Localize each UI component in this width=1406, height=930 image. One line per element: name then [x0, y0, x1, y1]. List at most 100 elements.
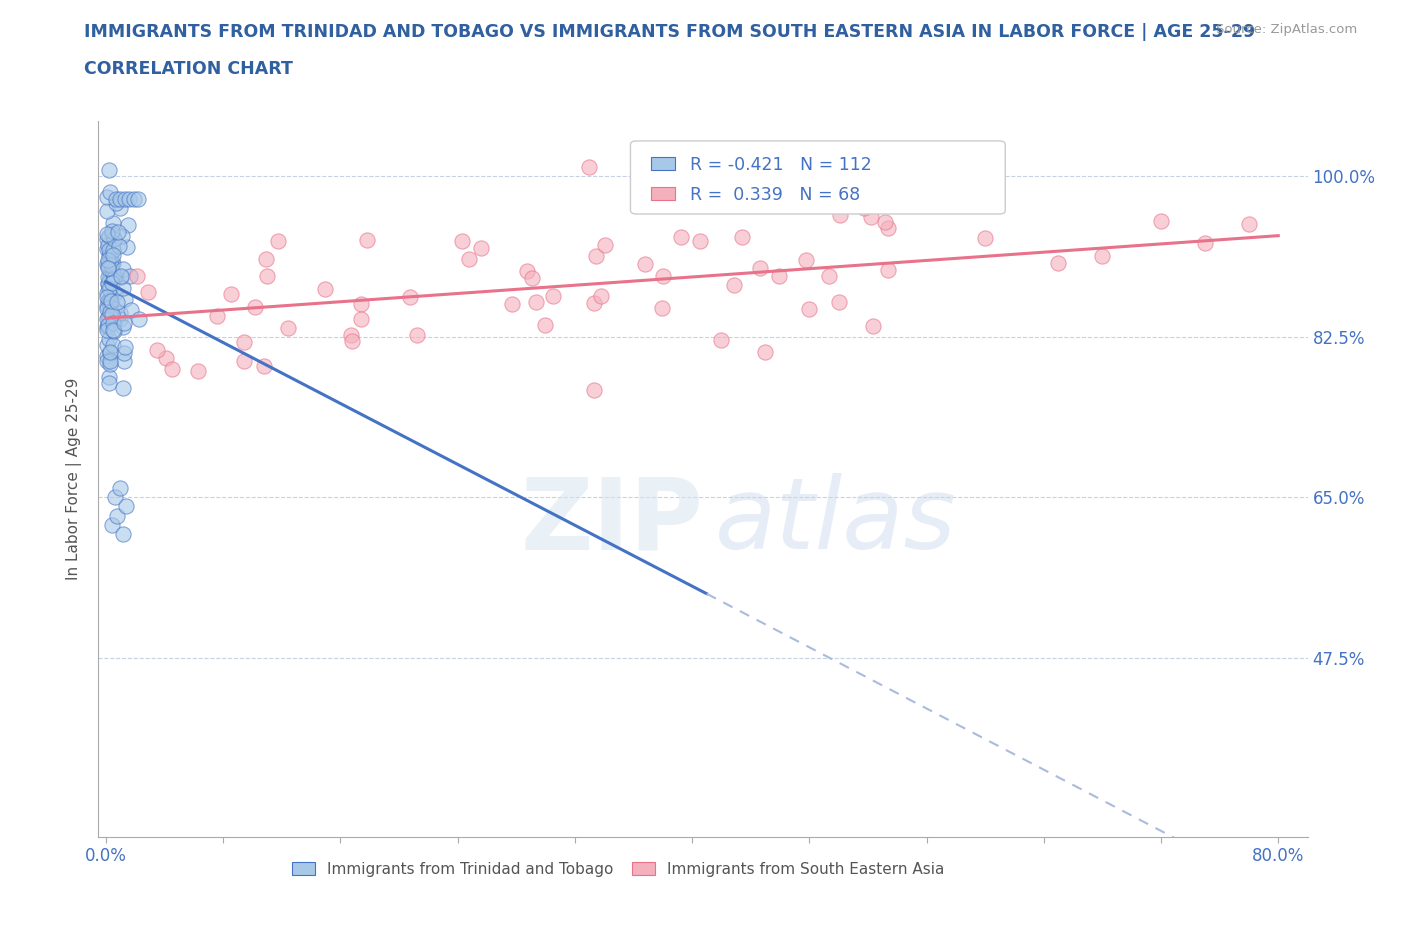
Point [651, 269, 673, 284]
Point [267, 233, 290, 248]
Point [98, 282, 121, 297]
Point [108, 312, 131, 326]
Point [794, 252, 817, 267]
Point [101, 316, 124, 331]
Point [96, 227, 118, 242]
Text: atlas: atlas [716, 473, 956, 570]
Point [115, 499, 138, 514]
FancyBboxPatch shape [630, 141, 1005, 214]
Point [860, 210, 883, 225]
Point [96, 319, 118, 334]
Point [110, 481, 132, 496]
Point [97, 237, 120, 252]
Point [117, 239, 139, 254]
Point [451, 233, 474, 248]
Point [103, 271, 125, 286]
Point [136, 285, 159, 299]
Point [254, 251, 277, 266]
Point [97, 318, 120, 333]
Point [1091, 248, 1114, 263]
Point [852, 201, 875, 216]
Text: Source: ZipAtlas.com: Source: ZipAtlas.com [1216, 23, 1357, 36]
Point [100, 517, 122, 532]
Point [110, 269, 132, 284]
Point [710, 333, 733, 348]
Point [219, 286, 242, 301]
Point [96, 302, 118, 317]
Point [98, 245, 121, 259]
Text: R = -0.421   N = 112: R = -0.421 N = 112 [690, 156, 872, 174]
Point [125, 269, 148, 284]
Point [873, 215, 896, 230]
Point [97, 376, 120, 391]
Point [155, 351, 177, 365]
Point [100, 293, 122, 308]
Point [399, 289, 422, 304]
Point [97, 260, 120, 275]
Point [768, 268, 790, 283]
Text: ZIP: ZIP [520, 473, 703, 570]
Point [98, 292, 121, 307]
Point [205, 309, 228, 324]
Point [96, 286, 118, 300]
Point [689, 233, 711, 248]
Point [112, 354, 135, 369]
Point [651, 300, 673, 315]
Point [112, 319, 135, 334]
Point [107, 224, 129, 239]
Point [583, 295, 606, 310]
Point [98, 370, 121, 385]
Point [128, 312, 150, 326]
Point [108, 238, 131, 253]
Point [356, 232, 378, 247]
Point [516, 264, 538, 279]
Bar [651, 188, 675, 200]
Point [114, 339, 136, 354]
Point [457, 251, 479, 266]
Point [98, 357, 121, 372]
Point [117, 218, 139, 232]
Point [103, 247, 125, 262]
Text: R =  0.339   N = 68: R = 0.339 N = 68 [690, 186, 860, 204]
Point [96, 189, 118, 204]
Point [98, 332, 121, 347]
Text: CORRELATION CHART: CORRELATION CHART [84, 60, 294, 78]
Point [97, 276, 120, 291]
Point [470, 241, 492, 256]
Point [591, 289, 613, 304]
Point [101, 224, 124, 239]
Point [98, 299, 121, 314]
Point [97, 293, 120, 308]
Point [253, 359, 276, 374]
Point [901, 192, 924, 206]
Point [103, 302, 125, 317]
Point [101, 256, 124, 271]
Point [96, 338, 118, 352]
Text: IMMIGRANTS FROM TRINIDAD AND TOBAGO VS IMMIGRANTS FROM SOUTH EASTERN ASIA IN LAB: IMMIGRANTS FROM TRINIDAD AND TOBAGO VS I… [84, 23, 1256, 41]
Point [96, 299, 118, 313]
Point [111, 380, 134, 395]
Point [98, 259, 121, 273]
Bar [651, 157, 675, 169]
Point [862, 318, 884, 333]
Point [122, 192, 145, 206]
Point [340, 333, 363, 348]
Point [799, 301, 821, 316]
Point [520, 270, 543, 285]
Point [118, 192, 141, 206]
Point [108, 201, 131, 216]
Point [277, 321, 299, 336]
Point [101, 243, 124, 258]
Point [98, 345, 121, 360]
Point [245, 299, 267, 314]
Point [578, 159, 600, 174]
Point [97, 270, 120, 285]
Point [585, 248, 607, 263]
Point [731, 230, 754, 245]
Point [101, 307, 124, 322]
Point [96, 289, 118, 304]
Point [103, 232, 125, 246]
Point [114, 192, 136, 206]
Point [96, 353, 118, 368]
Point [541, 288, 564, 303]
